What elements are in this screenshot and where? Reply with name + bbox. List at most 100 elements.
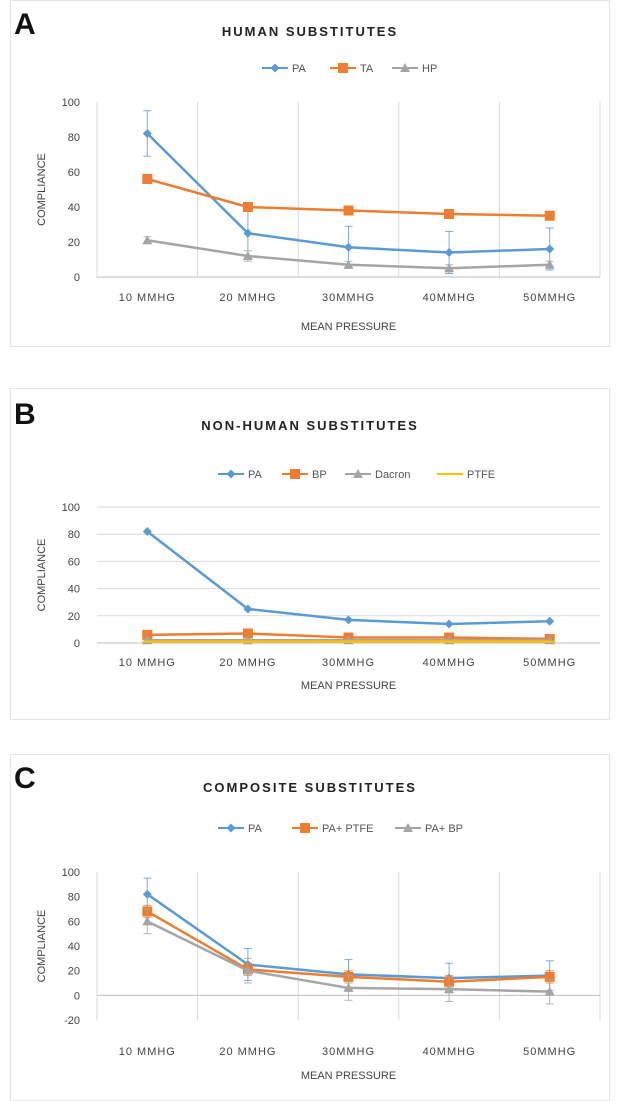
data-point: [142, 916, 153, 926]
legend-marker: [400, 63, 410, 72]
legend-label: PA: [248, 469, 263, 481]
y-tick-label: -20: [64, 1015, 80, 1027]
y-tick-label: 0: [74, 990, 80, 1002]
chart-title: HUMAN SUBSTITUTES: [222, 24, 398, 39]
data-point: [243, 228, 253, 238]
data-point: [242, 965, 253, 975]
legend-label: PA+ BP: [425, 823, 463, 835]
data-point: [544, 971, 555, 982]
x-tick-label: 40MMHG: [423, 292, 476, 304]
chart-frame: [10, 0, 610, 347]
data-point: [444, 209, 455, 219]
y-tick-label: 60: [68, 916, 80, 928]
legend-label: HP: [422, 63, 437, 75]
series-pa: [142, 526, 555, 629]
series-ta: [142, 174, 555, 221]
legend-marker: [353, 469, 363, 478]
legend-item: BP: [282, 469, 327, 481]
chart-panel-b: B NON-HUMAN SUBSTITUTES PA BP Dacron PTFE 0 20…: [0, 370, 620, 720]
x-tick-label: 20 MMHG: [219, 1046, 276, 1058]
x-tick-label: 30MMHG: [322, 1046, 375, 1058]
legend-marker: [300, 823, 310, 833]
data-point: [142, 526, 152, 536]
x-tick-label: 20 MMHG: [219, 292, 276, 304]
data-point: [545, 244, 555, 254]
x-tick-label: 40MMHG: [423, 1046, 476, 1058]
x-axis-title: MEAN PRESSURE: [301, 321, 396, 333]
legend: PA BP Dacron PTFE: [218, 469, 495, 481]
legend-item: PA+ PTFE: [292, 823, 373, 835]
legend: PA PA+ PTFE PA+ BP: [218, 823, 463, 835]
y-tick-label: 0: [74, 272, 80, 284]
y-tick-label: 40: [68, 584, 80, 596]
data-point: [544, 210, 555, 221]
data-point: [444, 263, 455, 273]
data-point: [544, 259, 555, 269]
data-point: [343, 205, 354, 216]
y-tick-label: 80: [68, 892, 80, 904]
data-point: [142, 129, 152, 138]
non-human-substitutes-chart: NON-HUMAN SUBSTITUTES PA BP Dacron PTFE 0 20 40…: [36, 418, 600, 692]
legend-marker: [338, 63, 348, 73]
data-point: [142, 235, 153, 245]
chart-frame: [10, 388, 610, 720]
y-tick-label: 20: [68, 237, 80, 249]
y-tick-label: 100: [62, 867, 80, 879]
data-point: [344, 615, 353, 625]
x-tick-label: 20 MMHG: [219, 657, 276, 669]
data-point: [242, 628, 253, 639]
legend-marker: [226, 469, 236, 479]
x-tick-label: 50MMHG: [523, 292, 576, 304]
legend-item: PA: [218, 469, 263, 481]
data-point: [242, 251, 253, 260]
legend-item: PA+ BP: [395, 823, 463, 835]
legend-label: TA: [360, 63, 374, 75]
y-tick-label: 0: [74, 638, 80, 650]
series-pa-bp: [142, 908, 555, 1005]
y-tick-label: 100: [62, 502, 80, 514]
y-axis-title: COMPLIANCE: [36, 153, 48, 226]
y-tick-label: 60: [68, 167, 80, 179]
x-tick-label: 10 MMHG: [119, 657, 176, 669]
y-axis-title: COMPLIANCE: [36, 539, 48, 612]
y-tick-label: 40: [68, 941, 80, 953]
legend-marker: [290, 469, 300, 479]
x-tick-label: 10 MMHG: [119, 292, 176, 304]
x-tick-label: 30MMHG: [322, 292, 375, 304]
x-axis-title: MEAN PRESSURE: [301, 1070, 396, 1082]
data-point: [343, 259, 354, 269]
panel-letter: A: [14, 8, 36, 41]
x-tick-label: 10 MMHG: [119, 1046, 176, 1058]
human-substitutes-chart: HUMAN SUBSTITUTES PA TA HP 0 20 40 60 80 100 10 MM…: [36, 24, 601, 333]
chart-panel-a: A HUMAN SUBSTITUTES PA TA HP 0 20 40 60 80 100 10 …: [0, 0, 620, 360]
x-tick-label: 50MMHG: [523, 657, 576, 669]
data-point: [344, 242, 353, 252]
y-tick-label: 20: [68, 611, 80, 623]
data-point: [444, 619, 454, 629]
data-point: [444, 248, 454, 257]
panel-letter: C: [14, 762, 36, 795]
data-point: [242, 202, 253, 212]
data-point: [544, 986, 555, 996]
legend-label: PTFE: [467, 469, 495, 481]
composite-substitutes-chart: COMPOSITE SUBSTITUTES PA PA+ PTFE PA+ BP -20…: [36, 780, 601, 1082]
legend-label: PA: [248, 823, 263, 835]
series-line: [146, 530, 550, 626]
legend-label: Dacron: [375, 469, 410, 481]
y-tick-label: 80: [68, 132, 80, 144]
series-hp: [142, 235, 555, 273]
data-point: [545, 616, 555, 626]
legend-item: Dacron: [345, 469, 410, 481]
panel-letter: B: [14, 398, 36, 431]
legend-label: PA+ PTFE: [322, 823, 373, 835]
legend-item: HP: [392, 63, 437, 75]
y-tick-label: 60: [68, 556, 80, 568]
y-tick-label: 100: [62, 97, 80, 109]
y-tick-label: 80: [68, 529, 80, 541]
x-axis-title: MEAN PRESSURE: [301, 680, 396, 692]
data-point: [444, 984, 455, 994]
data-point: [243, 604, 253, 614]
legend-marker: [226, 823, 236, 833]
data-point: [142, 629, 153, 640]
legend-marker: [270, 63, 280, 73]
